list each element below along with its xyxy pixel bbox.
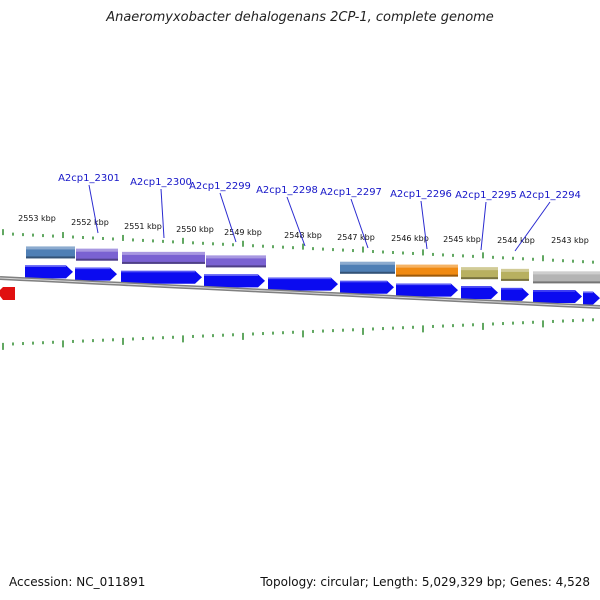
cds-arrow[interactable] xyxy=(461,286,498,300)
label-leader-line xyxy=(420,200,428,250)
kbp-tick-label: 2545 kbp xyxy=(443,235,481,244)
feature-bar[interactable] xyxy=(122,251,205,264)
kbp-tick-label: 2546 kbp xyxy=(391,234,429,243)
feature-bar[interactable] xyxy=(206,255,266,268)
cds-arrow[interactable] xyxy=(75,267,117,281)
accession-label: Accession: NC_011891 xyxy=(9,575,146,589)
label-leader-line xyxy=(480,201,487,251)
label-leader-line xyxy=(219,192,237,243)
cds-arrow[interactable] xyxy=(268,277,338,291)
kbp-tick-label: 2549 kbp xyxy=(224,228,262,237)
cds-arrow[interactable] xyxy=(583,291,600,305)
kbp-tick-label: 2552 kbp xyxy=(71,218,109,227)
kbp-tick-label: 2547 kbp xyxy=(337,233,375,242)
cds-track[interactable] xyxy=(25,265,600,305)
feature-bar[interactable] xyxy=(533,271,600,284)
cds-arrow[interactable] xyxy=(121,270,202,284)
feature-bar[interactable] xyxy=(340,261,395,274)
kbp-tick-label: 2550 kbp xyxy=(176,225,214,234)
cds-arrow[interactable] xyxy=(25,265,73,279)
label-leader-line xyxy=(286,196,306,247)
feature-bar[interactable] xyxy=(76,248,118,261)
gene-label[interactable]: A2cp1_2295 xyxy=(455,190,517,201)
label-leader-line xyxy=(160,188,165,239)
gene-label[interactable]: A2cp1_2299 xyxy=(189,181,251,192)
gene-label[interactable]: A2cp1_2297 xyxy=(320,187,382,198)
top-tick-track xyxy=(2,229,594,264)
genome-title: Anaeromyxobacter dehalogenans 2CP-1, com… xyxy=(106,10,494,25)
kbp-tick-label: 2553 kbp xyxy=(18,214,56,223)
bottom-tick-track xyxy=(2,318,594,350)
backbone-track xyxy=(0,276,600,309)
label-leader-line xyxy=(514,201,551,252)
kbp-tick-label: 2548 kbp xyxy=(284,231,322,240)
gene-label[interactable]: A2cp1_2294 xyxy=(519,190,581,201)
feature-bar[interactable] xyxy=(26,246,75,259)
feature-bar[interactable] xyxy=(461,267,498,280)
label-leader-line xyxy=(350,198,369,249)
kbp-tick-label: 2544 kbp xyxy=(497,236,535,245)
feature-track[interactable] xyxy=(26,246,600,284)
gene-label[interactable]: A2cp1_2298 xyxy=(256,185,318,196)
cds-arrow[interactable] xyxy=(501,287,529,301)
kbp-scale: 2553 kbp 2552 kbp 2551 kbp 2550 kbp 2549 kbp… xyxy=(18,214,589,245)
kbp-tick-label: 2551 kbp xyxy=(124,222,162,231)
cds-arrow[interactable] xyxy=(396,283,458,297)
label-leaders xyxy=(88,184,551,252)
cds-arrow[interactable] xyxy=(340,280,394,294)
gene-label[interactable]: A2cp1_2301 xyxy=(58,173,120,184)
gene-label[interactable]: A2cp1_2296 xyxy=(390,189,452,200)
feature-bar[interactable] xyxy=(396,264,458,277)
feature-bar[interactable] xyxy=(501,268,529,281)
kbp-tick-label: 2543 kbp xyxy=(551,236,589,245)
topology-label: Topology: circular; Length: 5,029,329 bp… xyxy=(260,575,590,589)
label-leader-line xyxy=(88,184,99,234)
cds-arrow[interactable] xyxy=(533,289,582,303)
cds-arrow[interactable] xyxy=(204,274,265,288)
position-marker-icon[interactable] xyxy=(0,287,15,300)
gene-label[interactable]: A2cp1_2300 xyxy=(130,177,192,188)
